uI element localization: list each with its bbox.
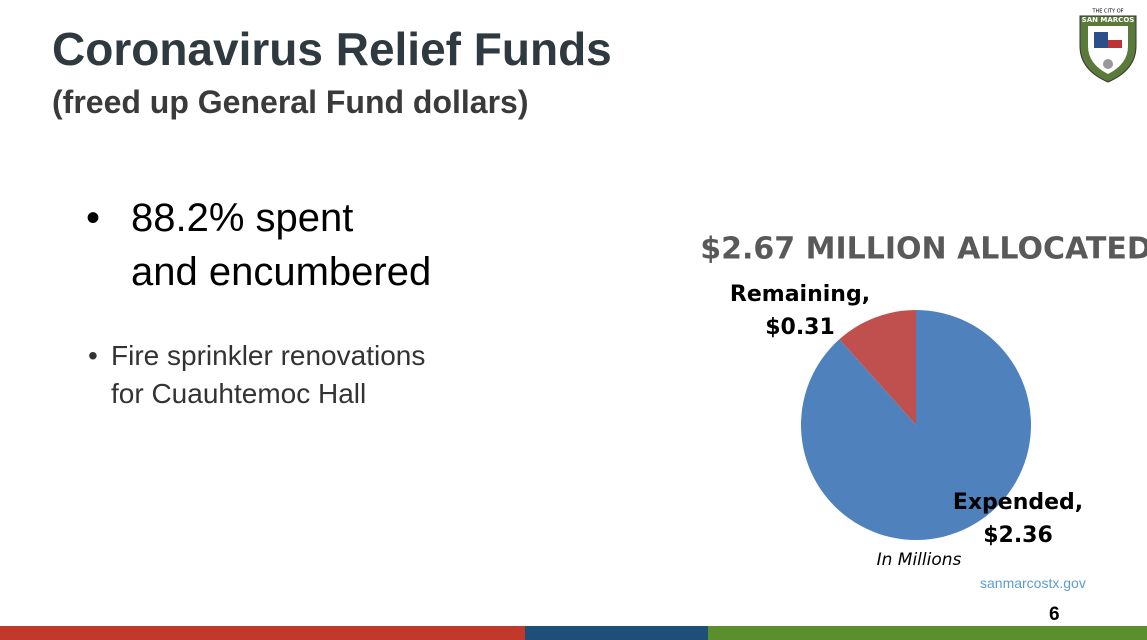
slice-value: $2.36 bbox=[983, 523, 1053, 548]
pie-slice bbox=[839, 310, 916, 425]
footer-url: sanmarcostx.gov bbox=[980, 575, 1086, 591]
bullet-text: and encumbered bbox=[131, 250, 432, 294]
bullet-dot: • bbox=[88, 340, 98, 371]
chart-note: In Millions bbox=[877, 550, 962, 570]
slice-category: Remaining, bbox=[730, 282, 870, 307]
bullet-dot: • bbox=[86, 196, 101, 240]
slide-title: Coronavirus Relief Funds bbox=[52, 23, 612, 75]
logo-text: THE CITY OF bbox=[1091, 9, 1123, 15]
bullet-text: Fire sprinkler renovations bbox=[111, 340, 426, 371]
slide-subtitle: (freed up General Fund dollars) bbox=[52, 84, 529, 120]
logo-text: SAN MARCOS bbox=[1082, 16, 1135, 24]
bullet-text: for Cuauhtemoc Hall bbox=[111, 378, 367, 409]
footer-bar bbox=[708, 626, 1147, 640]
slice-value: $0.31 bbox=[765, 315, 835, 340]
footer-bar bbox=[0, 626, 525, 640]
page-number: 6 bbox=[1049, 604, 1060, 625]
pie-chart: $2.67 MILLION ALLOCATED In Millions Rema… bbox=[700, 232, 1147, 571]
logo: THE CITY OF SAN MARCOS bbox=[1079, 9, 1137, 83]
pie-slice bbox=[800, 310, 1031, 540]
chart-title: $2.67 MILLION ALLOCATED bbox=[700, 232, 1147, 267]
bullet-text: 88.2% spent bbox=[131, 196, 354, 240]
slice-category: Expended, bbox=[953, 490, 1083, 515]
footer-bar bbox=[525, 626, 708, 640]
